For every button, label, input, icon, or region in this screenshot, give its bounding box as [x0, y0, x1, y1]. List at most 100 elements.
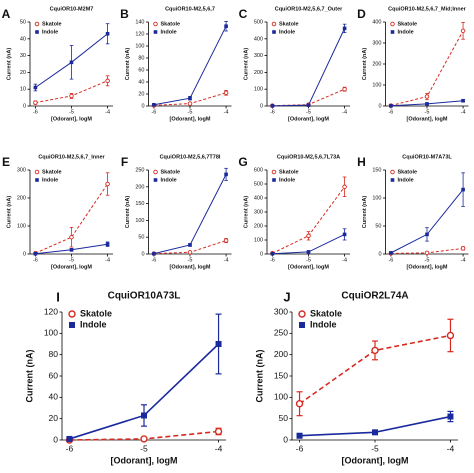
data-point — [446, 331, 455, 340]
data-point — [188, 96, 192, 100]
data-point — [223, 90, 229, 96]
data-point — [224, 172, 228, 177]
data-point — [215, 341, 222, 347]
data-point — [140, 435, 148, 443]
y-tick-label: 50 — [138, 235, 144, 241]
y-tick-label: 100 — [254, 87, 263, 93]
data-point — [461, 98, 465, 103]
legend-marker — [271, 169, 277, 175]
legend-marker — [153, 21, 158, 27]
legend-label: Indole — [42, 29, 58, 35]
y-tick-label: 300 — [274, 306, 288, 316]
data-point — [342, 184, 347, 190]
legend-marker — [298, 310, 306, 318]
data-point — [33, 100, 38, 105]
data-point — [389, 251, 393, 255]
y-tick-label: 0 — [23, 251, 26, 257]
panel-letter: D — [357, 7, 366, 21]
series-line — [35, 183, 109, 254]
data-point — [224, 24, 228, 28]
legend-label: Indole — [42, 177, 58, 183]
series-line — [272, 28, 346, 107]
y-axis-label: Current (nA) — [362, 196, 368, 229]
chart-title: CquiOR10-M7A73L — [402, 154, 452, 160]
data-point — [447, 413, 454, 420]
legend-label: Indole — [310, 319, 337, 329]
data-point — [69, 234, 74, 240]
y-tick-label: 250 — [135, 167, 144, 173]
series-line — [35, 80, 108, 104]
x-tick-label: -6 — [296, 443, 304, 453]
panel-letter: F — [121, 155, 128, 169]
x-axis-label: [Odorant], logM — [407, 264, 448, 270]
y-tick-label: 10 — [20, 87, 26, 93]
x-tick-label: -4 — [342, 257, 347, 263]
x-tick-label: -5 — [371, 443, 379, 453]
legend-marker — [272, 30, 276, 34]
chart-title: CquiOR10-M2,5,6,7_Outer — [275, 6, 343, 12]
y-tick-label: 300 — [17, 167, 26, 173]
legend-marker — [34, 21, 40, 27]
data-point — [425, 102, 429, 106]
x-tick-label: -6 — [270, 109, 275, 115]
x-tick-label: -5 — [188, 109, 193, 115]
legend-label: Skatole — [279, 169, 299, 175]
chart-title: CquiOR10-M2,5,6,7L73A — [277, 154, 340, 160]
data-point — [69, 93, 74, 99]
y-tick-label: 40 — [20, 36, 26, 42]
y-tick-label: 200 — [17, 195, 26, 201]
x-tick-label: -4 — [105, 257, 110, 263]
data-point — [105, 181, 110, 187]
legend-label: Indole — [279, 29, 295, 35]
data-point — [152, 103, 156, 107]
data-point — [425, 232, 429, 237]
y-tick-label: 300 — [372, 40, 381, 46]
data-point — [105, 31, 110, 36]
data-point — [296, 432, 303, 439]
y-tick-label: 120 — [135, 31, 144, 37]
y-tick-label: 400 — [372, 19, 381, 25]
legend-marker — [153, 30, 158, 34]
y-tick-label: 400 — [254, 195, 263, 201]
data-point — [270, 104, 275, 108]
data-point — [306, 233, 311, 239]
y-axis-label: Current (nA) — [243, 48, 249, 81]
x-axis-label: [Odorant], logM — [288, 264, 329, 270]
data-point — [461, 187, 465, 192]
data-point — [342, 232, 347, 237]
y-tick-label: 20 — [20, 70, 26, 76]
legend-label: Indole — [279, 177, 295, 183]
y-tick-label: 20 — [138, 91, 144, 97]
x-tick-label: -4 — [342, 109, 347, 115]
y-tick-label: 100 — [254, 237, 263, 243]
legend-label: Indole — [398, 29, 414, 35]
y-tick-label: 100 — [274, 392, 288, 402]
data-point — [33, 251, 38, 256]
series-line — [153, 174, 227, 255]
x-tick-label: -4 — [224, 257, 229, 263]
x-tick-label: -6 — [388, 109, 393, 115]
y-tick-label: 400 — [254, 36, 263, 42]
panel-letter: E — [2, 155, 10, 169]
panel-letter: J — [283, 289, 290, 304]
y-tick-label: 500 — [254, 19, 263, 25]
x-tick-label: -6 — [151, 109, 156, 115]
panel-letter: B — [120, 7, 129, 21]
legend-marker — [68, 310, 76, 318]
y-tick-label: 0 — [23, 103, 26, 109]
y-tick-label: 250 — [274, 328, 288, 338]
legend-marker — [34, 169, 40, 175]
y-tick-label: 150 — [135, 201, 144, 207]
panel-letter: G — [238, 155, 247, 169]
data-point — [223, 238, 229, 243]
data-point — [424, 250, 430, 256]
y-axis-label: Current (nA) — [362, 48, 368, 81]
panel-letter: H — [357, 155, 366, 169]
y-tick-label: 0 — [141, 103, 144, 109]
y-tick-label: 0 — [378, 251, 381, 257]
y-tick-label: 300 — [254, 53, 263, 59]
y-tick-label: 200 — [274, 349, 288, 359]
y-axis-label: Current (nA) — [125, 196, 131, 229]
data-point — [460, 246, 466, 251]
